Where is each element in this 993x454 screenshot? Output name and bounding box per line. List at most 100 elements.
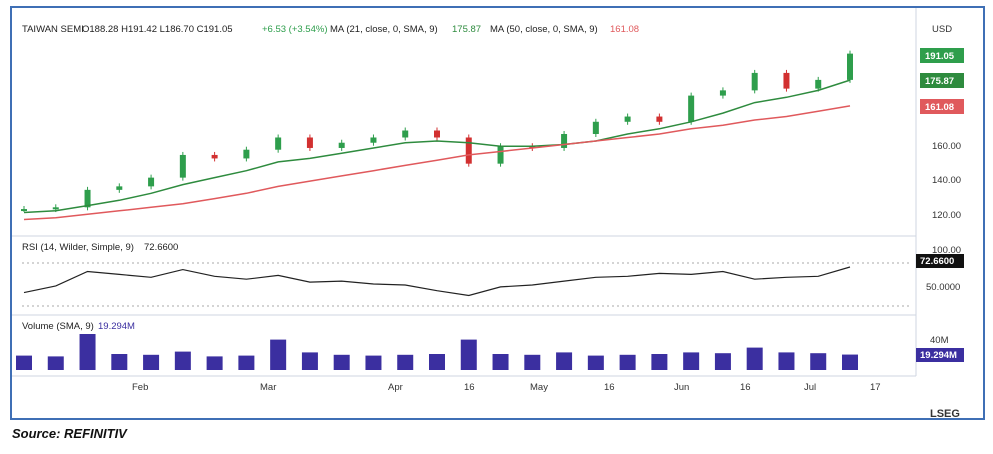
x-tick-label: Feb [132,382,148,393]
volume-bar [47,356,64,370]
ma50-line [23,105,851,221]
price-candle [211,154,218,159]
volume-bar [460,339,477,370]
y-tick-label: 100.00 [932,245,961,256]
volume-bar [174,351,191,370]
ma50-price-tag [920,99,964,114]
price-candle [688,95,695,122]
price-candle [783,72,790,89]
price-candle [116,186,123,190]
price-candle [84,189,91,208]
volume-tick-label: 40M [930,335,949,346]
volume-bar [270,339,287,370]
volume-bar [397,354,414,370]
rsi-header-value: 72.6600 [144,242,178,253]
close-price-tag [920,48,964,63]
volume-bar [365,355,382,370]
lseg-logo: LSEG [930,408,960,420]
price-candle [751,72,758,91]
ma50-value: 161.08 [610,24,639,35]
price-candle [815,79,822,89]
x-tick-label: Mar [260,382,276,393]
y-tick-label: 160.00 [932,141,961,152]
volume-bar [778,352,795,370]
price-candle [179,154,186,178]
rsi-value-tag [916,254,964,268]
volume-bar [301,352,318,370]
price-candle [275,137,282,150]
x-tick-label: Apr [388,382,403,393]
volume-value-tag-text: 19.294M [920,350,957,361]
volume-label: Volume (SMA, 9) [22,321,94,332]
price-candle [529,146,536,149]
x-tick-label: May [530,382,548,393]
price-candle [465,137,472,164]
change-readout: +6.53 (+3.54%) [262,24,328,35]
y-tick-label: 140.00 [932,175,961,186]
ma50-label: MA (50, close, 0, SMA, 9) [490,24,598,35]
price-candle [719,90,726,96]
volume-bar [746,347,763,370]
volume-bar [79,334,96,370]
x-tick-label: 17 [870,382,881,393]
volume-bar [651,354,668,370]
volume-bar [524,354,541,370]
rsi-ref-label: 50.0000 [926,282,960,293]
ma21-line [23,79,851,214]
close-price-tag-text: 191.05 [925,51,955,62]
x-tick-label: 16 [604,382,615,393]
volume-bar [238,355,255,370]
volume-bar [16,355,32,370]
ma21-label: MA (21, close, 0, SMA, 9) [330,24,438,35]
ma21-price-tag [920,73,964,88]
price-candle [434,130,440,138]
ma21-price-tag-text: 175.87 [925,76,954,87]
volume-bar [333,354,350,370]
price-candle [338,142,345,148]
volume-bar [619,354,636,370]
volume-bar [810,353,827,370]
currency-label: USD [932,24,952,35]
volume-bar [714,353,731,370]
chart-marks [16,50,858,370]
volume-bar [143,354,160,370]
ma21-value: 175.87 [452,24,481,35]
price-candle [21,209,27,212]
volume-bar [683,352,700,370]
volume-bar [429,354,445,370]
chart-canvas: TAIWAN SEMI O188.28 H191.42 L186.70 C191… [12,8,964,393]
price-candle [656,116,663,122]
ohlc-readout: O188.28 H191.42 L186.70 C191.05 [82,24,233,35]
price-candle [243,149,250,159]
price-candle [370,137,377,143]
volume-bar [111,354,128,370]
price-candle [148,177,155,187]
x-tick-label: 16 [464,382,475,393]
rsi-line [23,266,851,297]
volume-bar [492,354,509,370]
rsi-label: RSI (14, Wilder, Simple, 9) [22,242,134,253]
x-tick-label: Jun [674,382,689,393]
price-candle [624,116,631,122]
ticker-label: TAIWAN SEMI [22,24,84,35]
price-candle [52,207,59,210]
price-candle [306,137,313,148]
price-candle [592,121,599,134]
price-candle [402,130,409,138]
rsi-value-tag-text: 72.6600 [920,256,954,267]
y-tick-label: 120.00 [932,210,961,221]
volume-header-value: 19.294M [98,321,135,332]
volume-bar [842,354,858,370]
x-tick-label: 16 [740,382,751,393]
price-candle [561,134,568,148]
volume-value-tag [916,348,964,362]
chart-frame: TAIWAN SEMI O188.28 H191.42 L186.70 C191… [10,6,985,420]
volume-bar [587,355,604,370]
price-candle [497,146,504,164]
x-tick-label: Jul [804,382,816,393]
price-candle [847,53,853,80]
volume-bar [206,356,223,370]
volume-bar [556,352,573,370]
ma50-price-tag-text: 161.08 [925,102,954,113]
source-note: Source: REFINITIV [12,426,127,441]
